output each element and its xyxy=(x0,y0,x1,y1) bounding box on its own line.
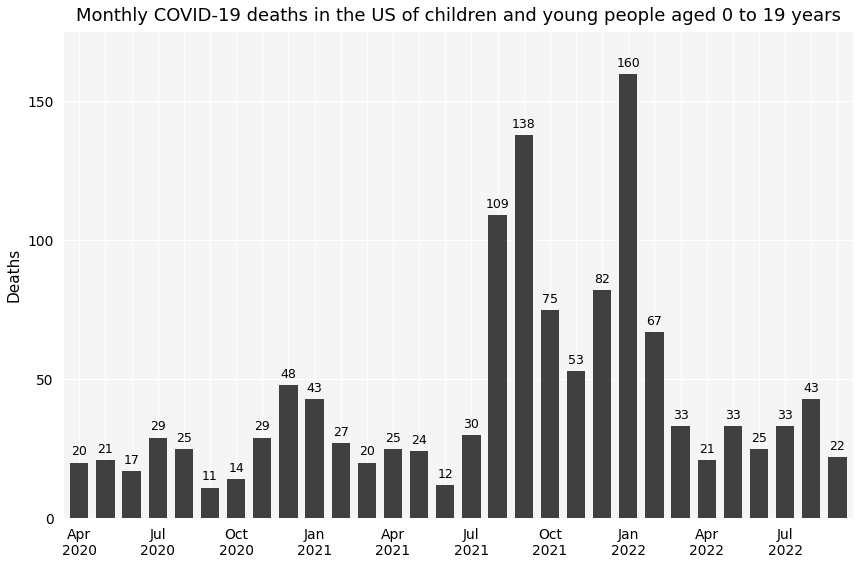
Text: 82: 82 xyxy=(594,273,610,286)
Text: 53: 53 xyxy=(568,354,584,367)
Text: 21: 21 xyxy=(699,442,715,455)
Text: 75: 75 xyxy=(542,293,558,306)
Text: 109: 109 xyxy=(486,198,509,211)
Text: 29: 29 xyxy=(150,420,166,433)
Y-axis label: Deaths: Deaths xyxy=(7,248,22,302)
Title: Monthly COVID-19 deaths in the US of children and young people aged 0 to 19 year: Monthly COVID-19 deaths in the US of chi… xyxy=(76,7,841,25)
Bar xyxy=(227,479,245,518)
Text: 27: 27 xyxy=(333,426,348,439)
Text: 21: 21 xyxy=(97,442,114,455)
Text: 22: 22 xyxy=(830,440,845,453)
Bar xyxy=(541,310,559,518)
Text: 11: 11 xyxy=(202,471,218,484)
Text: 43: 43 xyxy=(307,381,322,394)
Text: 33: 33 xyxy=(673,409,688,422)
Bar xyxy=(253,437,272,518)
Text: 25: 25 xyxy=(385,432,401,445)
Bar xyxy=(384,449,402,518)
Bar xyxy=(488,215,507,518)
Bar xyxy=(514,135,533,518)
Bar xyxy=(96,460,114,518)
Text: 43: 43 xyxy=(803,381,819,394)
Text: 20: 20 xyxy=(359,445,375,458)
Text: 160: 160 xyxy=(617,56,640,69)
Bar xyxy=(697,460,716,518)
Bar xyxy=(723,427,742,518)
Bar xyxy=(593,290,611,518)
Bar xyxy=(828,457,846,518)
Bar xyxy=(358,463,376,518)
Bar xyxy=(645,332,664,518)
Text: 30: 30 xyxy=(464,418,479,431)
Bar xyxy=(175,449,193,518)
Text: 25: 25 xyxy=(176,432,192,445)
Bar xyxy=(410,451,428,518)
Bar xyxy=(776,427,795,518)
Bar xyxy=(802,399,820,518)
Text: 20: 20 xyxy=(71,445,87,458)
Bar xyxy=(201,488,219,518)
Text: 29: 29 xyxy=(255,420,270,433)
Text: 24: 24 xyxy=(411,434,427,447)
Text: 25: 25 xyxy=(751,432,767,445)
Text: 17: 17 xyxy=(124,454,139,467)
Bar xyxy=(672,427,690,518)
Bar xyxy=(71,463,89,518)
Text: 14: 14 xyxy=(228,462,244,475)
Bar xyxy=(750,449,768,518)
Bar xyxy=(567,371,585,518)
Text: 33: 33 xyxy=(777,409,793,422)
Bar xyxy=(122,471,141,518)
Text: 48: 48 xyxy=(280,368,297,381)
Bar xyxy=(619,73,637,518)
Bar xyxy=(149,437,167,518)
Text: 12: 12 xyxy=(438,468,453,481)
Bar xyxy=(436,485,454,518)
Bar xyxy=(280,385,298,518)
Text: 33: 33 xyxy=(725,409,740,422)
Bar xyxy=(332,443,350,518)
Text: 138: 138 xyxy=(512,118,536,131)
Text: 67: 67 xyxy=(647,315,662,328)
Bar xyxy=(462,435,481,518)
Bar xyxy=(305,399,323,518)
